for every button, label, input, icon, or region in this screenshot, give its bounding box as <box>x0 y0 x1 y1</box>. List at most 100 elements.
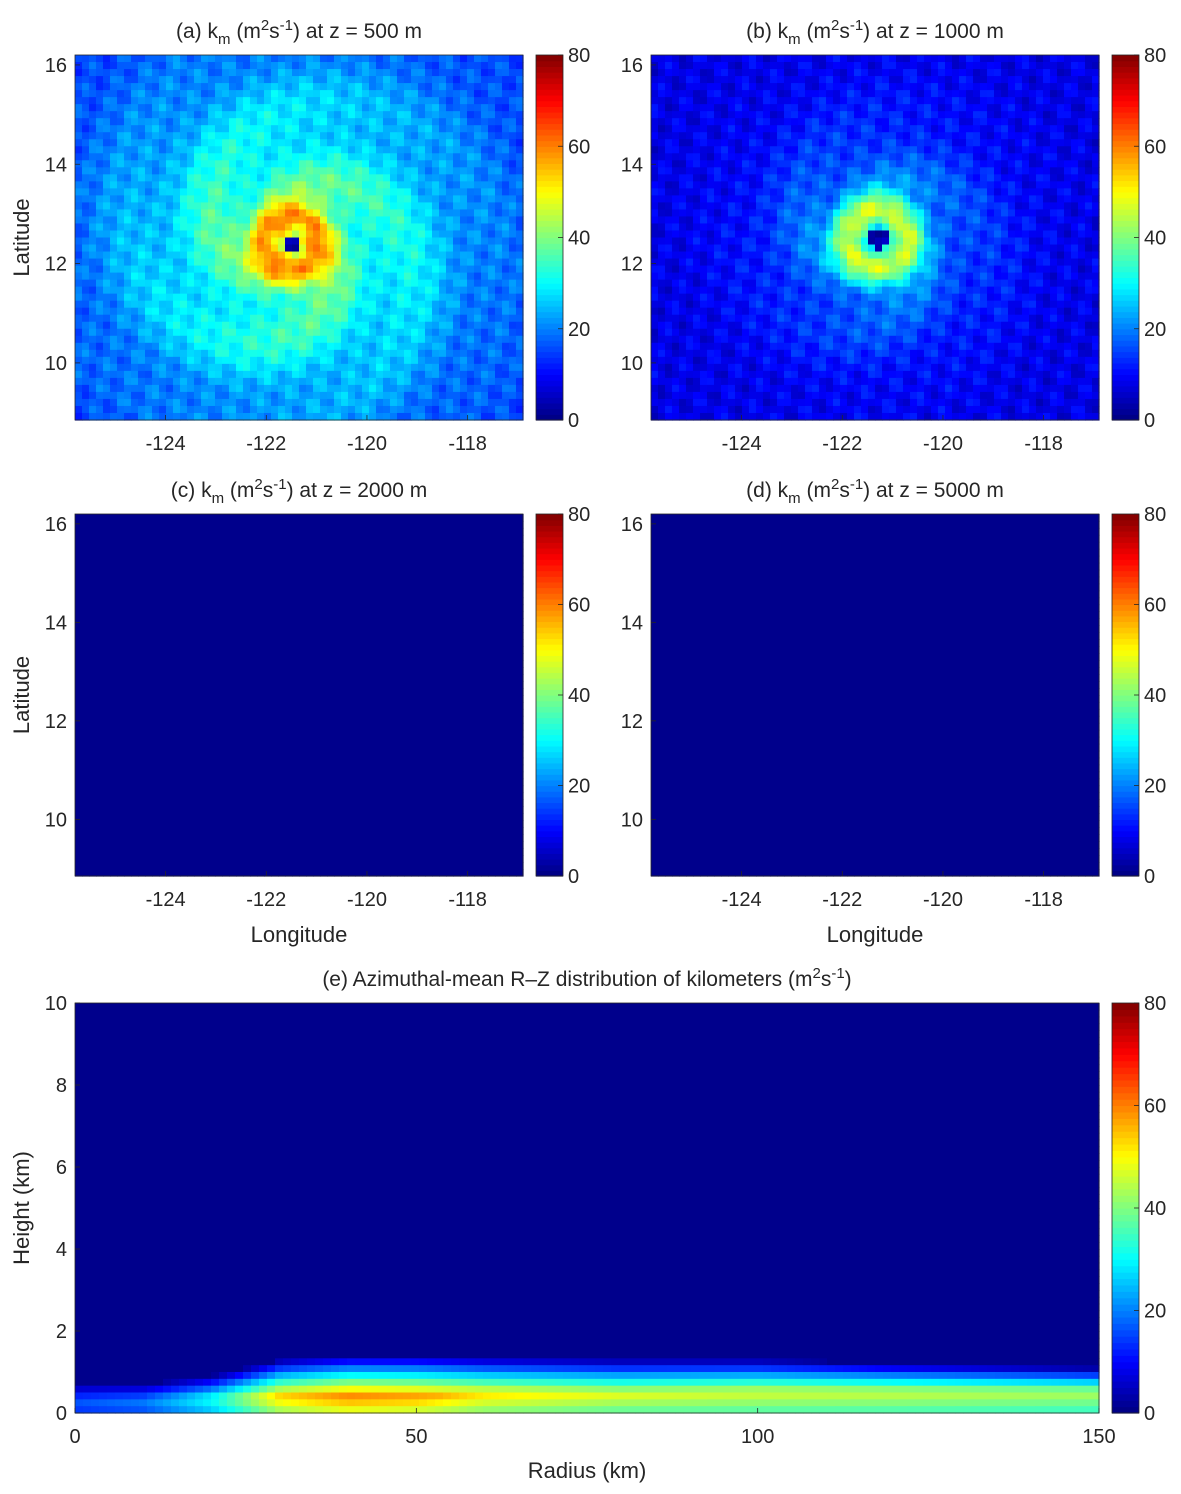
heat-cell <box>474 153 482 161</box>
heat-cell <box>840 97 848 105</box>
heat-cell <box>418 223 426 232</box>
heat-cell <box>383 55 391 63</box>
heat-cell <box>777 244 785 253</box>
heat-cell <box>502 209 510 218</box>
heat-cell <box>770 272 778 281</box>
heat-cell <box>138 167 146 175</box>
heat-cell <box>453 139 461 147</box>
heat-cell <box>369 153 377 161</box>
heat-cell <box>826 321 834 330</box>
heat-cell <box>798 237 806 246</box>
heat-cell <box>320 314 328 323</box>
heat-cell <box>131 321 139 330</box>
heat-cell <box>75 55 83 63</box>
heat-cell <box>250 398 258 407</box>
heat-cell <box>509 300 517 309</box>
heat-cell <box>735 83 743 91</box>
heat-cell <box>854 279 862 288</box>
heat-cell <box>791 391 799 400</box>
heat-cell <box>96 412 104 421</box>
heat-cell <box>481 167 489 175</box>
heat-cell <box>285 223 293 232</box>
heat-cell <box>658 335 666 344</box>
heat-cell <box>840 314 848 323</box>
heat-cell <box>75 405 83 414</box>
heat-cell <box>763 188 771 196</box>
heat-cell <box>854 69 862 77</box>
heat-cell <box>313 216 321 225</box>
heat-cell <box>411 405 419 414</box>
heat-cell <box>264 76 272 84</box>
heat-cell <box>320 300 328 309</box>
heat-cell <box>194 356 202 365</box>
heat-cell <box>707 363 715 372</box>
heat-cell <box>460 139 468 147</box>
heat-cell <box>313 335 321 344</box>
heat-cell <box>411 223 419 232</box>
heat-cell <box>187 244 195 253</box>
heat-cell <box>777 237 785 246</box>
heat-cell <box>299 83 307 91</box>
heat-cell <box>714 223 722 232</box>
heat-cell <box>840 258 848 267</box>
heat-cell <box>341 363 349 372</box>
heat-cell <box>362 251 370 260</box>
heat-cell <box>201 69 209 77</box>
heat-cell <box>502 328 510 337</box>
heat-cell <box>467 174 475 182</box>
heat-cell <box>721 223 729 232</box>
heat-cell <box>812 363 820 372</box>
heat-cell <box>341 181 349 189</box>
heat-cell <box>467 307 475 316</box>
heat-cell <box>173 69 181 77</box>
heat-cell <box>749 230 757 239</box>
heat-cell <box>180 412 188 421</box>
heat-cell <box>173 412 181 421</box>
heat-cell <box>481 209 489 218</box>
heat-cell <box>257 209 265 218</box>
heat-cell <box>264 272 272 281</box>
heat-cell <box>833 237 841 246</box>
heat-cell <box>390 293 398 302</box>
heat-cell <box>362 111 370 119</box>
heat-cell <box>432 300 440 309</box>
heat-cell <box>516 111 524 119</box>
heat-cell <box>257 139 265 147</box>
heat-cell <box>658 230 666 239</box>
heat-cell <box>180 181 188 189</box>
heat-cell <box>495 139 503 147</box>
heat-cell <box>735 300 743 309</box>
heat-cell <box>362 342 370 351</box>
heat-cell <box>679 244 687 253</box>
heat-cell <box>777 384 785 393</box>
heat-cell <box>208 405 216 414</box>
heat-cell <box>313 307 321 316</box>
heat-cell <box>742 251 750 260</box>
heat-cell <box>812 223 820 232</box>
heat-cell <box>131 230 139 239</box>
heat-cell <box>840 55 848 63</box>
heat-cell <box>707 97 715 105</box>
heat-cell <box>502 69 510 77</box>
heat-cell <box>208 209 216 218</box>
heat-cell <box>278 139 286 147</box>
heat-cell <box>509 55 517 63</box>
heat-cell <box>145 111 153 119</box>
heat-cell <box>257 342 265 351</box>
heat-cell <box>271 286 279 295</box>
heat-cell <box>861 90 869 98</box>
heat-cell <box>665 272 673 281</box>
heat-cell <box>833 167 841 175</box>
heat-cell <box>320 118 328 126</box>
heat-cell <box>250 237 258 246</box>
heat-cell <box>278 118 286 126</box>
heat-cell <box>651 377 659 386</box>
heat-cell <box>159 244 167 253</box>
heat-cell <box>313 146 321 154</box>
heat-cell <box>306 62 314 70</box>
heat-cell <box>82 90 90 98</box>
heat-cell <box>495 244 503 253</box>
heat-cell <box>651 398 659 407</box>
heat-cell <box>651 216 659 225</box>
colorbar-step <box>536 248 563 256</box>
